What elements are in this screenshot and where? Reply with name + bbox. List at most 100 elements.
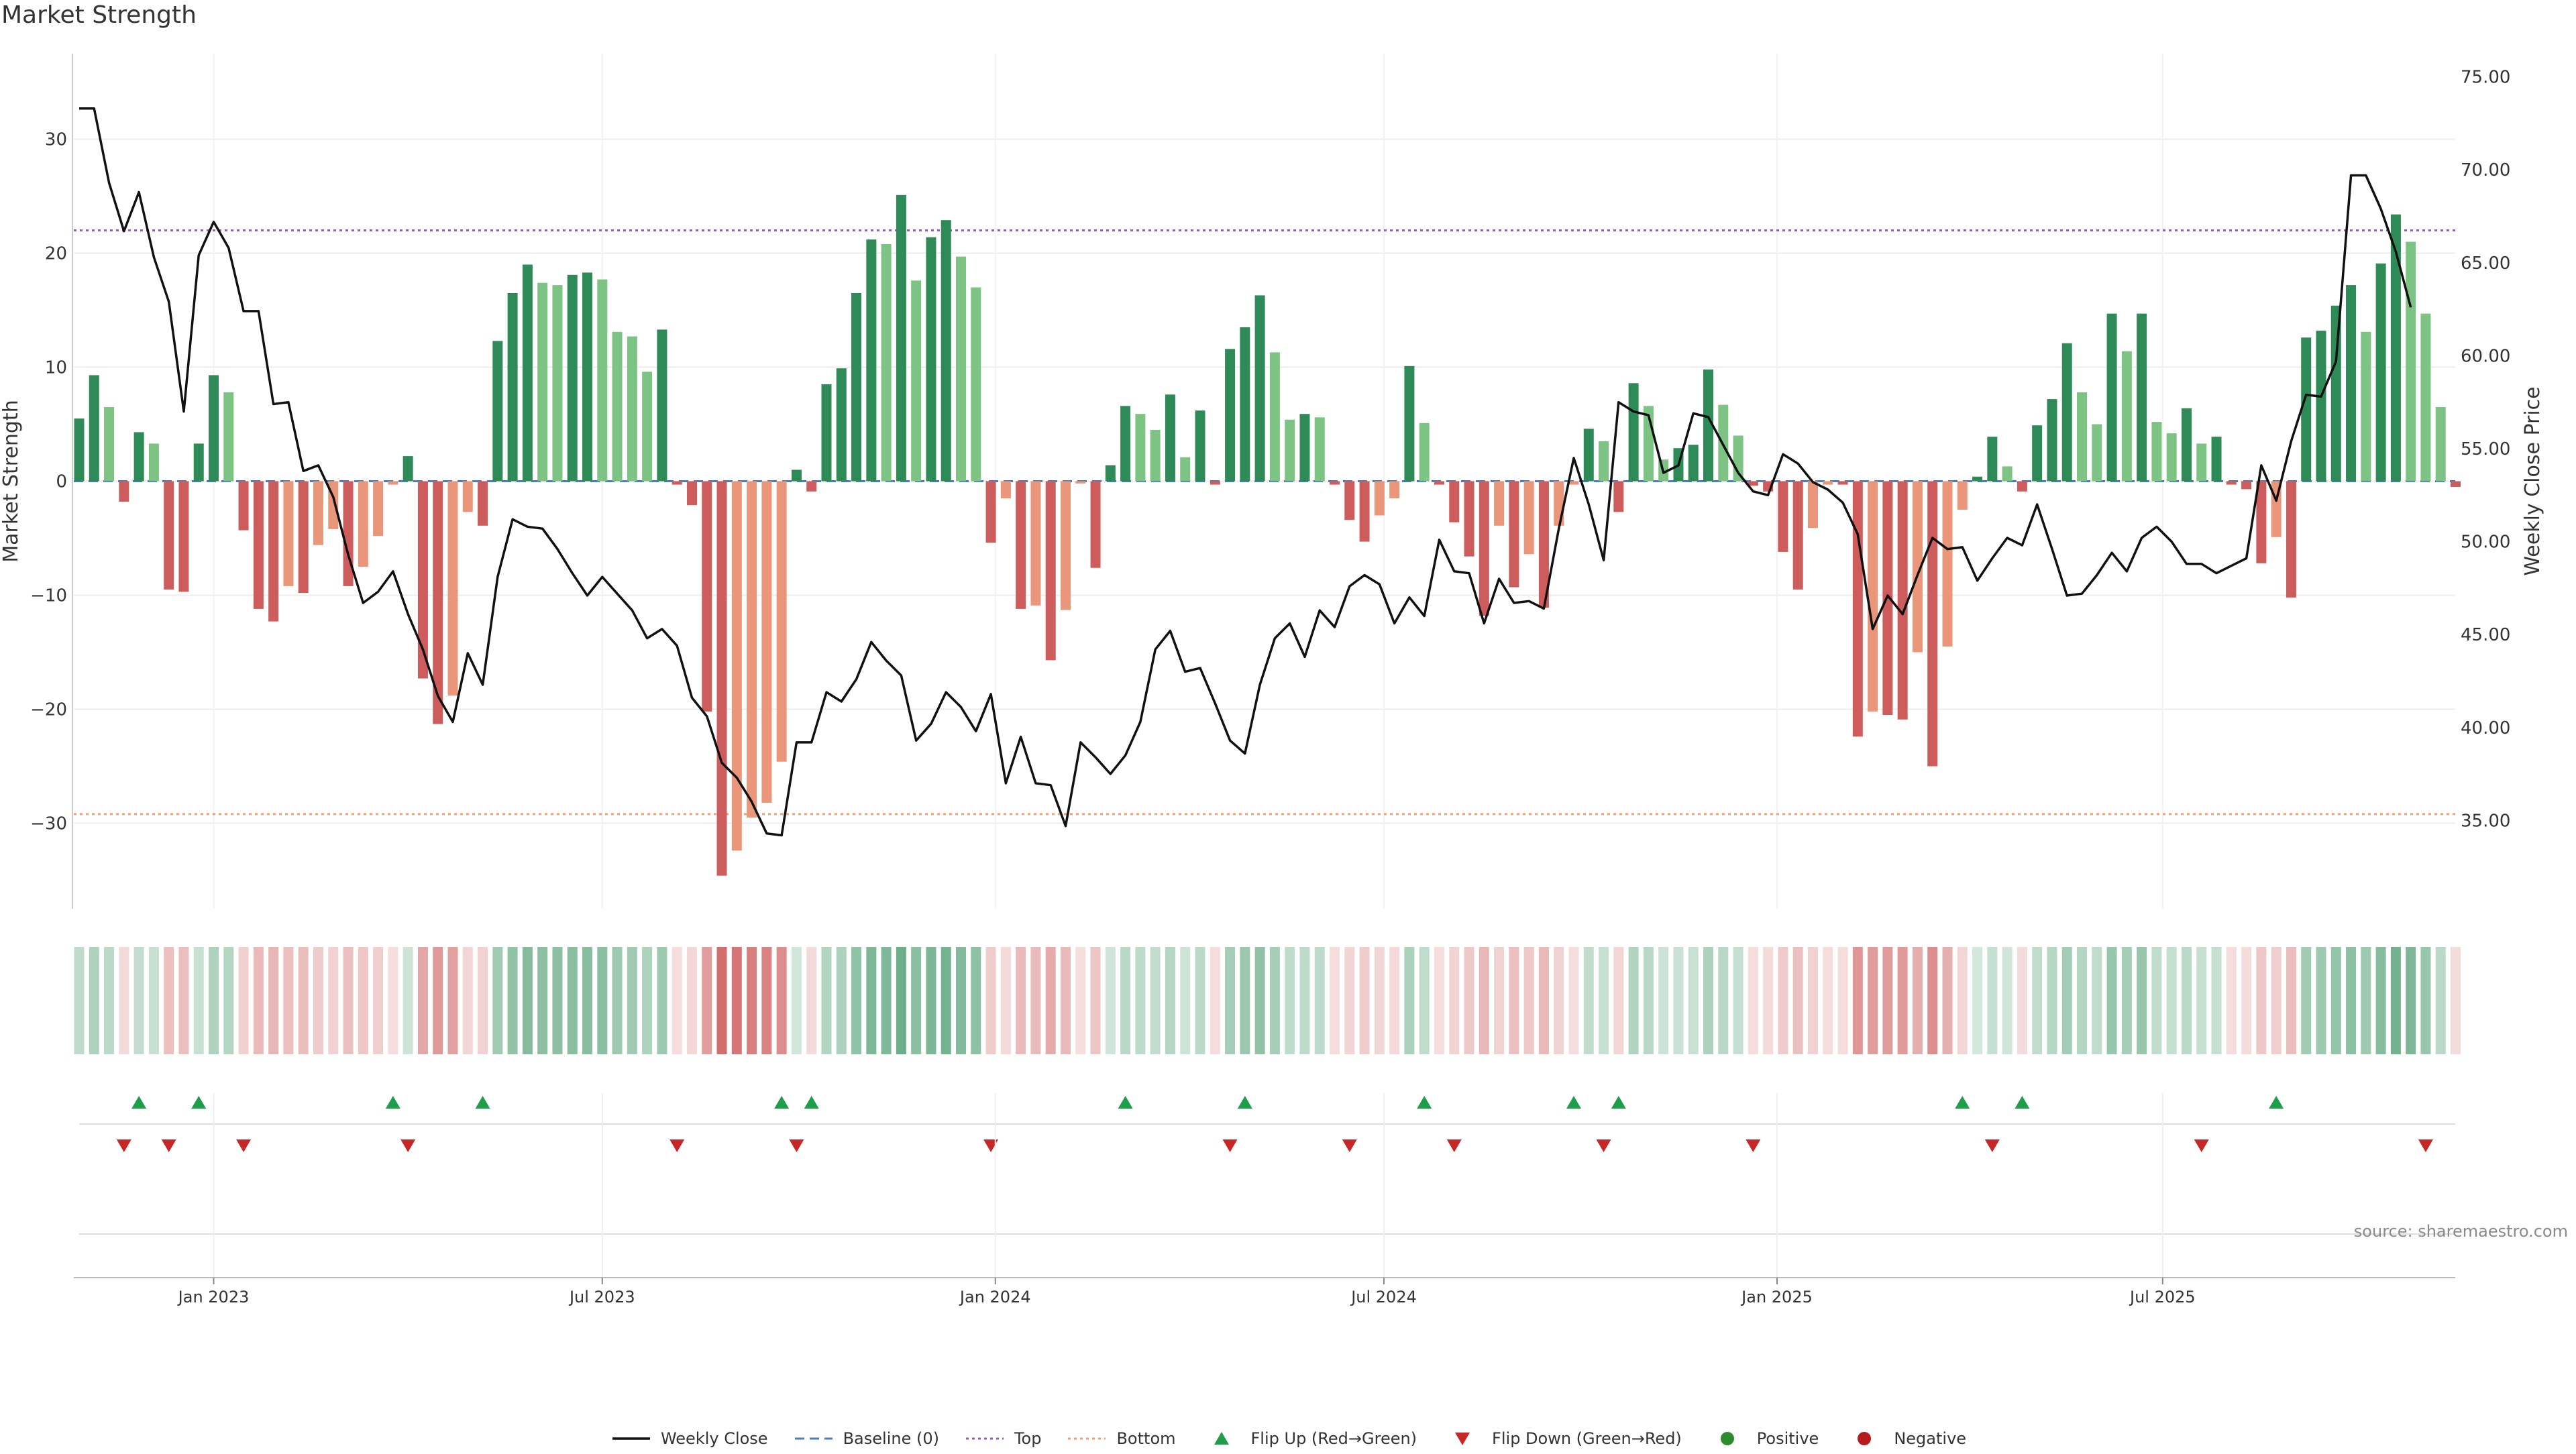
- legend-symbol: [1720, 1432, 1734, 1445]
- strength-bar: [1852, 481, 1863, 737]
- y-right-tick-label: 70.00: [2461, 160, 2510, 180]
- legend-label: Flip Up (Red→Green): [1250, 1429, 1417, 1448]
- strength-bar: [1972, 476, 1983, 482]
- strength-bar: [1016, 481, 1026, 609]
- flip-up-marker: [2015, 1096, 2030, 1109]
- strength-bar: [2406, 241, 2416, 482]
- y-right-tick-label: 40.00: [2461, 718, 2510, 738]
- legend-triangle-down-swatch: [1455, 1433, 1470, 1445]
- strength-bar: [2106, 313, 2117, 482]
- strength-bar: [1060, 481, 1071, 610]
- legend-item-baseline: Baseline (0): [792, 1429, 939, 1448]
- strength-bar: [926, 237, 936, 482]
- legend-symbol: [1068, 1437, 1106, 1440]
- strength-bar: [522, 264, 533, 482]
- heat-cell: [1195, 947, 1205, 1054]
- strength-bar: [388, 481, 398, 485]
- heat-cell: [971, 947, 981, 1054]
- strength-bar: [402, 456, 413, 482]
- strength-bar: [2420, 313, 2431, 482]
- y-tick-label: 10: [45, 358, 67, 378]
- heat-cell: [2286, 947, 2296, 1054]
- strength-bar: [2047, 399, 2057, 482]
- strength-bar: [104, 407, 115, 482]
- heat-cell: [926, 947, 936, 1054]
- strength-bar: [985, 481, 996, 543]
- strength-bar: [74, 418, 85, 482]
- heat-cell: [1718, 947, 1729, 1054]
- strength-bar: [133, 432, 144, 482]
- strength-bar: [1434, 481, 1444, 485]
- strength-bar: [283, 481, 294, 586]
- legend-triangle-up-swatch: [1214, 1432, 1229, 1445]
- strength-bar: [1792, 481, 1803, 590]
- legend-item-weekly-close: Weekly Close: [610, 1429, 768, 1448]
- strength-bar: [567, 274, 578, 482]
- chart-legend: Weekly Close Baseline (0) Top Bottom Flip Up…: [0, 1423, 2576, 1454]
- heat-cell: [2092, 947, 2102, 1054]
- heat-cell: [672, 947, 682, 1054]
- strength-bar: [2211, 437, 2222, 482]
- strength-bar: [731, 481, 742, 851]
- x-tick-label: Jul 2024: [1350, 1288, 1417, 1306]
- flip-up-marker: [774, 1096, 790, 1109]
- heat-cell: [1389, 947, 1400, 1054]
- strength-bar: [1135, 414, 1146, 482]
- strength-bar: [1464, 481, 1474, 557]
- heat-cell: [1344, 947, 1355, 1054]
- flip-down-marker: [789, 1139, 804, 1152]
- strength-bar: [1030, 481, 1041, 606]
- flip-down-marker: [1342, 1139, 1357, 1152]
- heat-cell: [941, 947, 951, 1054]
- legend-label: Baseline (0): [843, 1429, 939, 1448]
- strength-bar: [462, 481, 473, 512]
- heat-cell: [896, 947, 906, 1054]
- legend-symbol: [1214, 1432, 1229, 1445]
- heat-cell: [253, 947, 264, 1054]
- heat-cell: [1075, 947, 1086, 1054]
- legend-dot-swatch: [1858, 1432, 1872, 1445]
- strength-bar: [1389, 481, 1400, 498]
- heat-cell: [462, 947, 473, 1054]
- strength-bar: [836, 368, 847, 482]
- x-tick-label: Jan 2024: [959, 1288, 1031, 1306]
- strength-bar: [1628, 383, 1639, 482]
- y-right-axis-label: Weekly Close Price: [2521, 386, 2544, 575]
- heat-cell: [985, 947, 996, 1054]
- y-right-tick-label: 65.00: [2461, 254, 2510, 274]
- strength-bar: [2121, 351, 2132, 482]
- heat-cell: [2226, 947, 2237, 1054]
- strength-bar: [702, 481, 712, 712]
- strength-bar: [881, 243, 892, 482]
- strength-bar: [1210, 481, 1220, 485]
- axes: −30 −20 −10 0 10 20 30 35.00 40.00 45.00 50.00 55.0…: [0, 54, 2544, 909]
- strength-bar: [2361, 331, 2371, 482]
- strength-bar: [358, 481, 368, 567]
- heat-cell: [806, 947, 817, 1054]
- heat-cell: [1942, 947, 1953, 1054]
- strength-bar: [507, 293, 518, 482]
- heat-cell: [1778, 947, 1788, 1054]
- heat-cell: [791, 947, 802, 1054]
- heat-cell: [1972, 947, 1983, 1054]
- heat-cell: [1868, 947, 1878, 1054]
- heat-cell: [2406, 947, 2416, 1054]
- heat-cell: [881, 947, 892, 1054]
- heat-cell: [761, 947, 772, 1054]
- legend-item-flip-down: Flip Down (Green→Red): [1441, 1429, 1682, 1448]
- heat-cell: [1210, 947, 1220, 1054]
- heat-cell: [478, 947, 488, 1054]
- strength-bar: [1823, 481, 1833, 485]
- strength-bar: [1957, 481, 1968, 510]
- heat-cell: [1658, 947, 1669, 1054]
- heat-cell: [1554, 947, 1564, 1054]
- strength-bar: [776, 481, 787, 762]
- strength-bar: [1045, 481, 1056, 661]
- heat-cell: [2106, 947, 2117, 1054]
- y-tick-label: −20: [30, 700, 67, 720]
- heat-cell: [1852, 947, 1863, 1054]
- strength-bar: [1359, 481, 1370, 542]
- heat-cell: [1613, 947, 1624, 1054]
- strength-bar: [941, 220, 951, 482]
- heat-cell: [1927, 947, 1938, 1054]
